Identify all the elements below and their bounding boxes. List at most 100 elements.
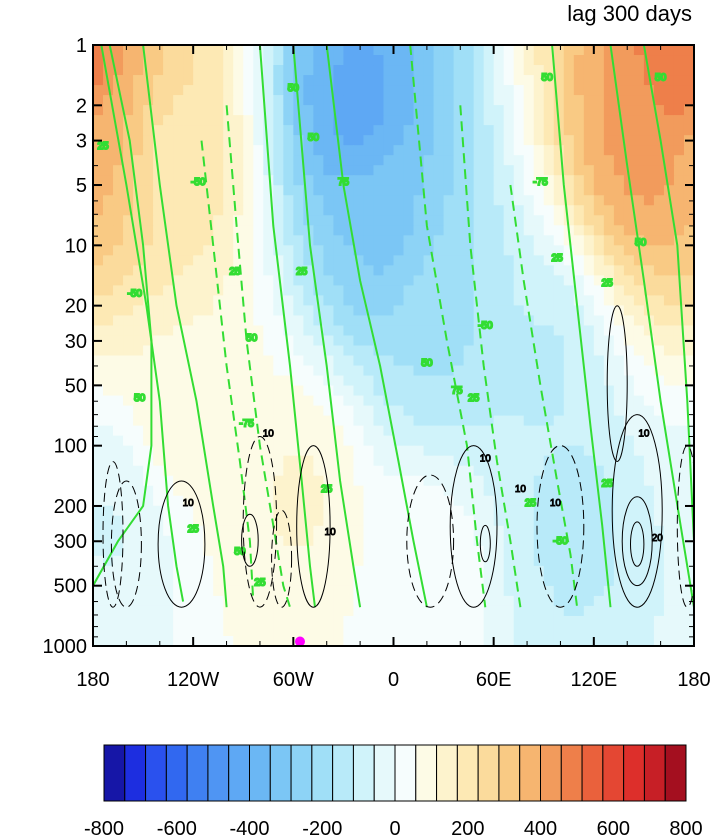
field-cell [293,245,304,256]
field-cell [453,185,465,196]
field-cell [163,75,174,86]
field-cell [543,255,555,266]
field-cell [623,375,635,387]
field-cell [533,395,545,407]
field-cell [673,195,685,206]
field-cell [343,395,355,407]
field-cell [183,295,194,307]
field-cell [513,625,525,637]
field-cell [373,435,385,447]
field-cell [283,125,294,136]
field-cell [93,525,104,537]
field-cell [163,455,174,467]
field-cell [453,465,465,477]
field-cell [423,275,435,286]
field-cell [333,415,345,427]
field-cell [653,625,665,637]
field-cell [563,625,575,637]
field-cell [563,285,575,297]
field-cell [543,575,555,587]
field-cell [223,315,234,327]
field-cell [203,525,214,537]
field-cell [243,445,254,457]
field-cell [663,325,675,337]
field-cell [663,535,675,547]
field-cell [273,595,284,607]
y-tick-label: 10 [65,235,87,257]
field-cell [683,185,694,196]
field-cell [403,85,415,96]
field-cell [153,465,164,477]
field-cell [303,125,314,136]
field-cell [243,285,254,297]
field-cell [503,345,515,357]
field-cell [493,535,505,547]
field-cell [93,65,104,76]
field-cell [463,265,475,276]
field-cell [453,145,465,156]
field-cell [683,395,694,407]
field-cell [283,445,294,457]
field-cell [403,335,415,347]
field-cell [623,505,635,517]
field-cell [123,595,134,607]
field-cell [413,605,425,617]
field-cell [333,435,345,447]
field-cell [483,255,495,266]
field-cell [343,415,355,427]
field-cell [273,185,284,196]
field-cell [563,455,575,467]
field-cell [363,485,375,497]
field-cell [393,255,405,266]
field-cell [173,295,184,307]
field-cell [313,155,324,166]
field-cell [353,365,365,377]
field-cell [483,105,495,116]
field-cell [443,485,455,497]
field-cell [283,415,294,427]
field-cell [163,125,174,136]
field-cell [133,635,144,646]
field-cell [373,325,385,337]
field-cell [593,585,605,597]
y-tick-label: 100 [54,436,87,458]
field-cell [203,75,214,86]
field-cell [633,615,645,627]
field-cell [353,85,365,96]
field-cell [633,135,645,146]
field-cell [443,625,455,637]
field-cell [683,345,694,357]
field-cell [253,385,264,397]
field-cell [493,615,505,627]
field-cell [483,515,495,527]
field-cell [273,615,284,627]
field-cell [673,545,685,557]
field-cell [393,155,405,166]
field-cell [563,575,575,587]
field-cell [523,335,535,347]
field-cell [353,45,365,56]
field-cell [293,545,304,557]
field-cell [423,485,435,497]
field-cell [283,505,294,517]
field-cell [233,275,244,286]
field-cell [643,195,655,206]
field-cell [203,555,214,567]
colorbar-swatch [311,744,334,802]
field-cell [543,475,555,487]
field-cell [533,595,545,607]
field-cell [103,125,114,136]
field-cell [313,495,324,507]
field-cell [253,195,264,206]
field-cell [373,335,385,347]
field-cell [223,55,234,66]
field-cell [603,545,615,557]
field-cell [113,385,124,397]
field-cell [513,505,525,517]
field-cell [213,425,224,437]
field-cell [453,285,465,297]
field-cell [493,415,505,427]
field-cell [143,335,154,347]
field-cell [653,345,665,357]
field-cell [503,275,515,286]
